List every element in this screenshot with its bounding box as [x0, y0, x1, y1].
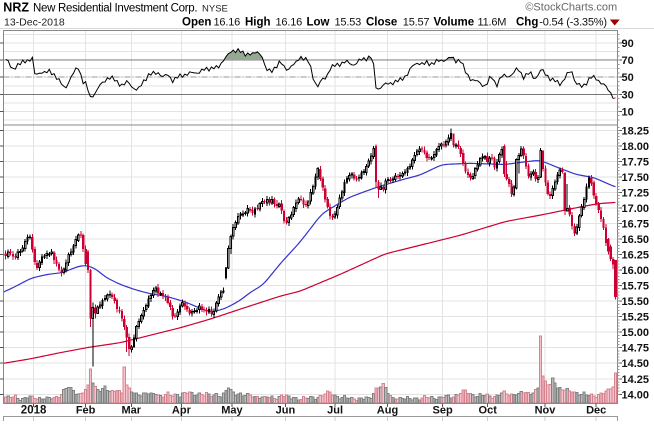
svg-text:2018: 2018 [21, 405, 47, 417]
svg-text:Nov: Nov [535, 405, 557, 417]
svg-text:Apr: Apr [172, 405, 192, 417]
svg-text:New Residential Investment Cor: New Residential Investment Corp. [33, 3, 197, 15]
svg-text:11.6M: 11.6M [478, 17, 507, 29]
svg-text:14.00: 14.00 [622, 389, 650, 401]
svg-text:May: May [221, 405, 243, 417]
svg-text:14.50: 14.50 [622, 358, 650, 370]
svg-text:90: 90 [622, 38, 634, 50]
svg-text:Chg: Chg [516, 17, 538, 29]
svg-text:18.25: 18.25 [622, 125, 650, 137]
svg-text:Aug: Aug [377, 405, 398, 417]
svg-text:17.50: 17.50 [622, 172, 650, 184]
svg-text:Dec: Dec [586, 405, 606, 417]
svg-text:14.75: 14.75 [622, 343, 650, 355]
svg-text:Open: Open [182, 17, 211, 29]
svg-text:15.25: 15.25 [622, 312, 650, 324]
svg-text:70: 70 [622, 55, 634, 67]
svg-text:Volume: Volume [434, 17, 475, 29]
svg-text:17.25: 17.25 [622, 188, 650, 200]
svg-text:15.57: 15.57 [403, 17, 430, 29]
svg-text:Sep: Sep [433, 405, 453, 417]
svg-text:©StockCharts.com: ©StockCharts.com [525, 2, 617, 14]
svg-text:30: 30 [622, 89, 634, 101]
svg-text:Feb: Feb [76, 405, 96, 417]
svg-text:High: High [245, 17, 271, 29]
svg-text:16.16: 16.16 [276, 17, 303, 29]
svg-text:50: 50 [622, 72, 634, 84]
svg-text:16.50: 16.50 [622, 234, 650, 246]
svg-text:NRZ: NRZ [3, 1, 29, 15]
svg-text:Jun: Jun [276, 405, 296, 417]
svg-text:16.00: 16.00 [622, 265, 650, 277]
svg-text:13-Dec-2018: 13-Dec-2018 [4, 17, 65, 29]
svg-text:-0.54 (-3.35%): -0.54 (-3.35%) [539, 17, 607, 29]
svg-text:Mar: Mar [122, 405, 142, 417]
svg-text:Oct: Oct [479, 405, 498, 417]
svg-text:15.50: 15.50 [622, 296, 650, 308]
svg-text:16.25: 16.25 [622, 250, 650, 262]
svg-text:15.53: 15.53 [335, 17, 362, 29]
svg-text:17.00: 17.00 [622, 203, 650, 215]
svg-text:14.25: 14.25 [622, 374, 650, 386]
svg-text:NYSE: NYSE [202, 4, 228, 15]
svg-text:17.75: 17.75 [622, 156, 650, 168]
svg-text:Low: Low [307, 17, 330, 29]
svg-text:Jul: Jul [327, 405, 343, 417]
svg-text:16.75: 16.75 [622, 219, 650, 231]
svg-text:18.00: 18.00 [622, 141, 650, 153]
svg-text:15.75: 15.75 [622, 281, 650, 293]
svg-text:Close: Close [366, 17, 397, 29]
svg-text:10: 10 [622, 106, 634, 118]
svg-text:16.16: 16.16 [214, 17, 241, 29]
svg-text:15.00: 15.00 [622, 327, 650, 339]
